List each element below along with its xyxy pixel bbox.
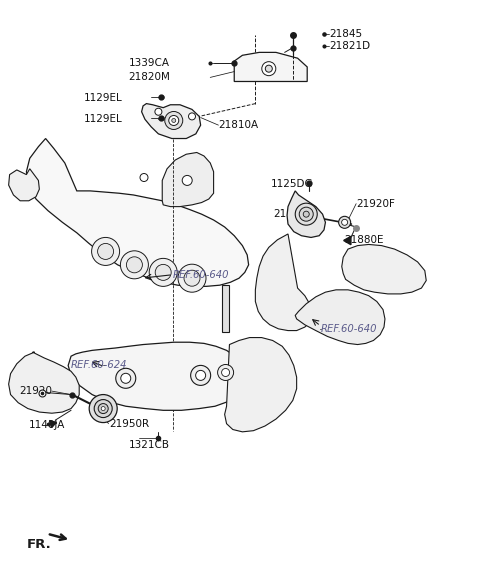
Circle shape [165, 112, 183, 129]
Text: 1339CA: 1339CA [129, 58, 169, 68]
Circle shape [217, 364, 234, 381]
Text: 1129EL: 1129EL [84, 93, 123, 103]
Circle shape [299, 207, 313, 221]
Text: REF.60-624: REF.60-624 [71, 360, 128, 370]
Text: FR.: FR. [26, 538, 51, 551]
Circle shape [126, 257, 143, 273]
Text: 21920F: 21920F [356, 198, 395, 209]
Circle shape [339, 217, 350, 228]
Circle shape [89, 395, 117, 423]
Circle shape [155, 264, 171, 281]
Polygon shape [222, 285, 229, 332]
Circle shape [120, 251, 148, 279]
Text: 21950R: 21950R [109, 418, 150, 429]
Polygon shape [9, 169, 39, 201]
Text: REF.60-640: REF.60-640 [321, 324, 377, 334]
Circle shape [121, 373, 131, 384]
Circle shape [178, 264, 206, 292]
Polygon shape [142, 104, 201, 139]
Polygon shape [162, 152, 214, 207]
Polygon shape [9, 352, 79, 413]
Polygon shape [234, 52, 307, 81]
Circle shape [342, 219, 348, 225]
Text: 21920: 21920 [19, 386, 52, 396]
Circle shape [303, 211, 309, 217]
Polygon shape [68, 342, 246, 410]
Text: 21880E: 21880E [345, 235, 384, 245]
Polygon shape [225, 338, 297, 432]
Text: 1140JA: 1140JA [29, 420, 65, 430]
Circle shape [191, 365, 211, 385]
Circle shape [116, 368, 136, 388]
Circle shape [265, 65, 272, 72]
Polygon shape [342, 244, 426, 294]
Circle shape [182, 175, 192, 186]
Circle shape [262, 62, 276, 76]
Text: 21810A: 21810A [218, 120, 259, 130]
Circle shape [196, 370, 205, 381]
Polygon shape [255, 234, 312, 331]
Polygon shape [295, 290, 385, 345]
Text: 21830: 21830 [274, 209, 307, 219]
Circle shape [101, 407, 105, 410]
Circle shape [222, 368, 229, 377]
Text: 1129EL: 1129EL [84, 114, 123, 125]
Text: 21821D: 21821D [329, 41, 370, 51]
Circle shape [92, 237, 120, 265]
Circle shape [94, 400, 112, 417]
Circle shape [295, 203, 317, 225]
Circle shape [189, 113, 195, 120]
Text: 1321CB: 1321CB [129, 440, 169, 450]
Circle shape [149, 258, 177, 286]
Circle shape [140, 173, 148, 182]
Text: 21820M: 21820M [129, 72, 170, 83]
Polygon shape [287, 191, 325, 237]
Circle shape [169, 115, 179, 126]
Text: REF.60-640: REF.60-640 [173, 269, 229, 280]
Circle shape [155, 108, 162, 115]
Circle shape [97, 243, 114, 260]
Circle shape [98, 403, 108, 414]
Circle shape [184, 270, 200, 286]
Circle shape [172, 119, 176, 122]
Polygon shape [26, 139, 249, 286]
Text: 1125DG: 1125DG [271, 179, 314, 189]
Text: 21845: 21845 [329, 29, 362, 39]
